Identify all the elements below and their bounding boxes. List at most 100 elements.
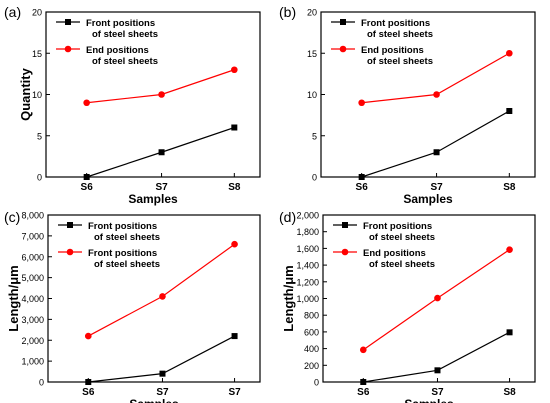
x-tick-label: S8: [503, 182, 516, 193]
data-point: [231, 333, 238, 340]
y-tick-label: 5: [37, 131, 42, 141]
panel-label: (a): [4, 4, 21, 20]
data-point: [359, 346, 367, 354]
legend-label: End positions: [361, 45, 424, 56]
y-tick-label: 600: [304, 327, 319, 337]
series-line: [361, 110, 510, 178]
y-tick-label: 0: [312, 173, 317, 183]
y-tick-label: 5,000: [21, 273, 44, 283]
legend-label: Front positions: [86, 18, 155, 29]
legend-label: Front positions: [361, 18, 430, 29]
data-point: [85, 379, 92, 385]
data-point: [83, 99, 90, 107]
x-axis-label: Samples: [128, 192, 178, 206]
series-line: [363, 331, 510, 383]
chart-panel-a: (a) 0 5 10 15 20 S6 S7 S8 Samples Quantity Front po…: [4, 4, 261, 206]
data-point: [159, 293, 166, 300]
data-point: [159, 370, 166, 377]
x-axis-label: Samples: [403, 192, 453, 206]
y-axis-label: Quantity: [18, 67, 33, 120]
data-point: [358, 174, 365, 180]
y-tick-label: 1,800: [296, 227, 319, 237]
y-tick-label: 7,000: [21, 231, 44, 241]
legend-marker: [67, 222, 73, 228]
y-tick-label: 0: [39, 378, 44, 388]
x-axis-label: Samples: [404, 397, 454, 403]
y-tick-label: 0: [37, 173, 42, 183]
y-tick-label: 4,000: [21, 294, 44, 304]
y-tick-label: 800: [304, 311, 319, 321]
y-tick-label: 15: [307, 49, 317, 59]
legend-label: of steel sheets: [94, 232, 160, 243]
legend-label: of steel sheets: [369, 232, 435, 243]
legend-marker: [66, 248, 74, 256]
legend-label: End positions: [363, 248, 426, 259]
legend-label: of steel sheets: [369, 259, 435, 270]
x-tick-label: S7: [156, 387, 169, 398]
chart-panel-c: (c) 0 1,000 2,000 3,000 4,000 5,000 6,000 7,000 8…: [4, 209, 261, 403]
x-tick-label: S7: [430, 182, 443, 193]
data-point: [506, 246, 513, 253]
y-tick-label: 200: [304, 361, 319, 371]
panel-label: (b): [279, 4, 296, 20]
data-point: [158, 91, 165, 98]
y-tick-label: 20: [307, 8, 317, 18]
data-point: [506, 108, 513, 114]
legend-label: End positions: [86, 45, 149, 56]
x-tick-label: S7: [155, 182, 168, 193]
x-tick-label: S7: [431, 387, 444, 398]
x-tick-label: S8: [503, 387, 516, 398]
y-tick-label: 15: [32, 49, 42, 59]
legend-label: of steel sheets: [92, 56, 158, 67]
y-tick-label: 10: [32, 90, 42, 100]
chart-panel-d: (d) 0 200 400 600 800 1,000 1,200 1,400 1,600 1,80…: [279, 209, 536, 403]
legend-label: of steel sheets: [367, 56, 433, 67]
data-point: [433, 149, 440, 156]
legend-marker: [340, 19, 346, 25]
y-tick-label: 0: [314, 378, 319, 388]
y-tick-label: 10: [307, 90, 317, 100]
legend-label: Front positions: [363, 221, 432, 232]
x-axis-label: Samples: [129, 397, 179, 403]
data-point: [360, 379, 367, 385]
y-tick-label: 1,600: [296, 244, 319, 254]
x-tick-label: S6: [357, 387, 370, 398]
data-point: [231, 124, 238, 131]
y-tick-label: 6,000: [21, 252, 44, 262]
y-tick-label: 1,200: [296, 277, 319, 287]
data-point: [434, 367, 441, 374]
data-point: [506, 49, 513, 57]
panel-label: (c): [4, 209, 20, 225]
legend-marker: [342, 222, 348, 228]
data-point: [83, 174, 90, 180]
series-line: [86, 69, 235, 104]
x-tick-label: S6: [356, 182, 369, 193]
data-point: [506, 329, 513, 336]
legend-marker: [64, 45, 72, 53]
y-tick-label: 400: [304, 344, 319, 354]
y-tick-label: 5: [312, 131, 317, 141]
y-tick-label: 2,000: [296, 211, 319, 221]
y-tick-label: 1,000: [21, 357, 44, 367]
x-tick-label: S6: [82, 387, 95, 398]
legend-label: of steel sheets: [94, 259, 160, 270]
data-point: [231, 240, 238, 248]
y-tick-label: 3,000: [21, 315, 44, 325]
legend-label: Front positions: [88, 221, 157, 232]
y-tick-label: 8,000: [21, 211, 44, 221]
y-axis-label: Length/μm: [281, 265, 296, 331]
legend-marker: [339, 45, 347, 53]
y-axis-label: Length/μm: [6, 265, 21, 331]
chart-panel-b: (b) 0 5 10 15 20 S6 S7 S8 Samples Front positions o…: [279, 4, 536, 206]
x-tick-label: S6: [81, 182, 94, 193]
data-point: [231, 66, 238, 74]
data-point: [84, 332, 92, 340]
x-tick-label: S8: [228, 182, 241, 193]
legend-marker: [341, 248, 349, 256]
legend-marker: [65, 19, 71, 25]
data-point: [358, 99, 365, 107]
legend-label: of steel sheets: [92, 29, 158, 40]
y-tick-label: 20: [32, 8, 42, 18]
legend-label: Front positions: [88, 248, 157, 259]
